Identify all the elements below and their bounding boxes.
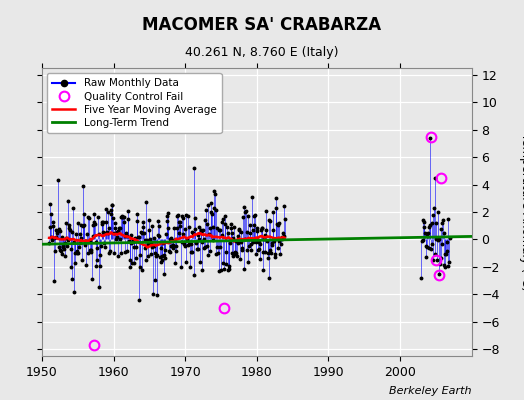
Text: MACOMER SA' CRABARZA: MACOMER SA' CRABARZA: [143, 16, 381, 34]
Y-axis label: Temperature Anomaly (°C): Temperature Anomaly (°C): [519, 133, 524, 291]
Text: 40.261 N, 8.760 E (Italy): 40.261 N, 8.760 E (Italy): [185, 46, 339, 59]
Text: Berkeley Earth: Berkeley Earth: [389, 386, 472, 396]
Legend: Raw Monthly Data, Quality Control Fail, Five Year Moving Average, Long-Term Tren: Raw Monthly Data, Quality Control Fail, …: [47, 73, 222, 133]
